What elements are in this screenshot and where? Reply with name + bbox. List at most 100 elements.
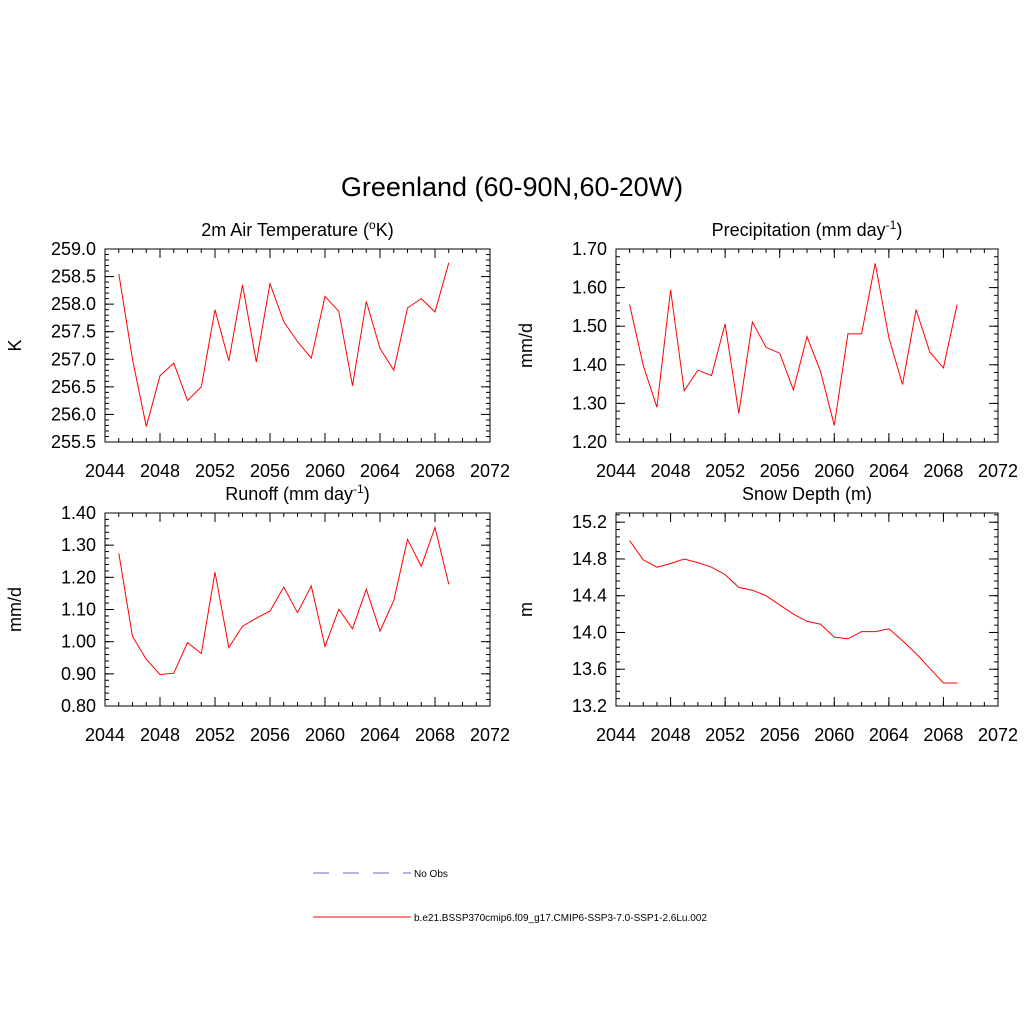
x-tick-label: 2068 — [923, 461, 963, 481]
y-tick-label: 1.40 — [61, 503, 96, 523]
panel-title-close: ) — [364, 484, 370, 504]
minor-ticks — [104, 512, 491, 707]
x-tick-label: 2048 — [140, 725, 180, 745]
panel-title-unit: K) — [376, 220, 394, 240]
x-tick-label: 2052 — [195, 461, 235, 481]
series-line — [118, 262, 450, 427]
x-tick-label: 2048 — [651, 725, 691, 745]
y-tick-label: 1.30 — [61, 535, 96, 555]
y-tick-label: 257.0 — [51, 349, 96, 369]
minor-ticks — [104, 248, 491, 443]
minor-ticks — [615, 248, 999, 443]
panel-title-text: Runoff (mm day — [225, 484, 353, 504]
panel-title-text: Snow Depth (m) — [742, 484, 872, 504]
y-tick-label: 14.0 — [572, 622, 607, 642]
y-tick-label: 1.60 — [572, 278, 607, 298]
y-tick-label: 1.50 — [572, 316, 607, 336]
panel-title-text: Precipitation (mm day — [712, 220, 886, 240]
plot-frame — [615, 248, 999, 443]
y-axis: 255.5 256.0 256.5 257.0 257.5 258.0 258.5 259.0 — [51, 239, 490, 452]
minor-ticks — [615, 513, 999, 707]
y-tick-label: 258.5 — [51, 267, 96, 287]
x-tick-label: 2064 — [360, 725, 400, 745]
panel-title-superscript: -1 — [886, 218, 897, 232]
x-tick-label: 2048 — [651, 461, 691, 481]
legend: No Obs b.e21.BSSP370cmip6.f09_g17.CMIP6-… — [313, 869, 707, 924]
y-tick-label: 255.5 — [51, 432, 96, 452]
y-tick-label: 1.00 — [61, 632, 96, 652]
y-tick-label: 0.90 — [61, 664, 96, 684]
x-tick-label: 2056 — [250, 725, 290, 745]
panel-title-text: 2m Air Temperature ( — [201, 220, 369, 240]
x-tick-label: 2056 — [760, 725, 800, 745]
x-tick-label: 2048 — [140, 461, 180, 481]
x-tick-label: 2052 — [705, 725, 745, 745]
x-tick-label: 2052 — [705, 461, 745, 481]
x-tick-label: 2056 — [760, 461, 800, 481]
y-tick-label: 14.8 — [572, 549, 607, 569]
panel-title: Snow Depth (m) — [742, 484, 872, 504]
panel-title-superscript: -1 — [353, 482, 364, 496]
x-tick-label: 2056 — [250, 461, 290, 481]
x-tick-label: 2060 — [814, 461, 854, 481]
y-tick-label: 1.10 — [61, 600, 96, 620]
x-tick-label: 2044 — [85, 461, 125, 481]
legend-label-no-obs: No Obs — [414, 869, 448, 880]
plot-frame — [104, 248, 491, 443]
x-tick-label: 2064 — [360, 461, 400, 481]
y-tick-label: 1.20 — [61, 567, 96, 587]
y-tick-label: 13.6 — [572, 659, 607, 679]
y-tick-label: 0.80 — [61, 696, 96, 716]
x-tick-label: 2044 — [85, 725, 125, 745]
panel-title: Precipitation (mm day-1) — [712, 218, 903, 240]
x-tick-label: 2060 — [305, 725, 345, 745]
panel-title: Runoff (mm day-1) — [225, 482, 369, 504]
panel-title: 2m Air Temperature (oK) — [201, 218, 393, 240]
y-tick-label: 256.0 — [51, 404, 96, 424]
y-axis-label: K — [5, 339, 25, 351]
y-tick-label: 258.0 — [51, 294, 96, 314]
panels: 2m Air Temperature (oK) K 2044 2048 2052 2056… — [5, 218, 1018, 745]
x-tick-label: 2044 — [596, 725, 636, 745]
x-tick-label: 2044 — [596, 461, 636, 481]
y-tick-label: 256.5 — [51, 377, 96, 397]
y-axis-label: mm/d — [5, 587, 25, 632]
panel-air-temperature: 2m Air Temperature (oK) K 2044 2048 2052 2056… — [5, 218, 510, 481]
x-tick-label: 2068 — [415, 725, 455, 745]
x-tick-label: 2060 — [305, 461, 345, 481]
y-axis: 1.20 1.30 1.40 1.50 1.60 1.70 — [572, 239, 998, 452]
plot-frame — [104, 512, 491, 707]
panel-title-close: ) — [896, 220, 902, 240]
legend-label-model: b.e21.BSSP370cmip6.f09_g17.CMIP6-SSP3-7.… — [414, 913, 707, 924]
y-tick-label: 13.2 — [572, 696, 607, 716]
panel-snow-depth: Snow Depth (m) m 2044 2048 2052 2056 2060 2064 2… — [516, 484, 1018, 745]
y-tick-label: 15.2 — [572, 512, 607, 532]
x-tick-label: 2064 — [869, 725, 909, 745]
plot-frame — [615, 512, 999, 707]
x-axis: 2044 2048 2052 2056 2060 2064 2068 2072 — [85, 513, 510, 745]
y-axis-label: m — [516, 602, 536, 617]
x-tick-label: 2068 — [923, 725, 963, 745]
y-tick-label: 1.20 — [572, 432, 607, 452]
x-tick-label: 2064 — [869, 461, 909, 481]
y-tick-label: 1.40 — [572, 355, 607, 375]
y-tick-label: 257.5 — [51, 322, 96, 342]
y-tick-label: 14.4 — [572, 586, 607, 606]
x-tick-label: 2052 — [195, 725, 235, 745]
y-tick-label: 1.30 — [572, 393, 607, 413]
x-tick-label: 2072 — [470, 725, 510, 745]
series-line — [118, 525, 450, 676]
figure-title: Greenland (60-90N,60-20W) — [341, 172, 683, 202]
y-tick-label: 259.0 — [51, 239, 96, 259]
x-tick-label: 2060 — [814, 725, 854, 745]
y-axis: 13.2 13.6 14.0 14.4 14.8 15.2 — [572, 512, 998, 716]
y-axis-label: mm/d — [516, 323, 536, 368]
x-tick-label: 2072 — [978, 461, 1018, 481]
y-axis: 0.80 0.90 1.00 1.10 1.20 1.30 1.40 — [61, 503, 490, 716]
x-tick-label: 2068 — [415, 461, 455, 481]
panel-runoff: Runoff (mm day-1) mm/d 2044 2048 2052 2056 206… — [5, 482, 510, 745]
x-axis: 2044 2048 2052 2056 2060 2064 2068 2072 — [596, 513, 1018, 745]
panel-precipitation: Precipitation (mm day-1) mm/d 2044 2048 2052… — [516, 218, 1018, 481]
